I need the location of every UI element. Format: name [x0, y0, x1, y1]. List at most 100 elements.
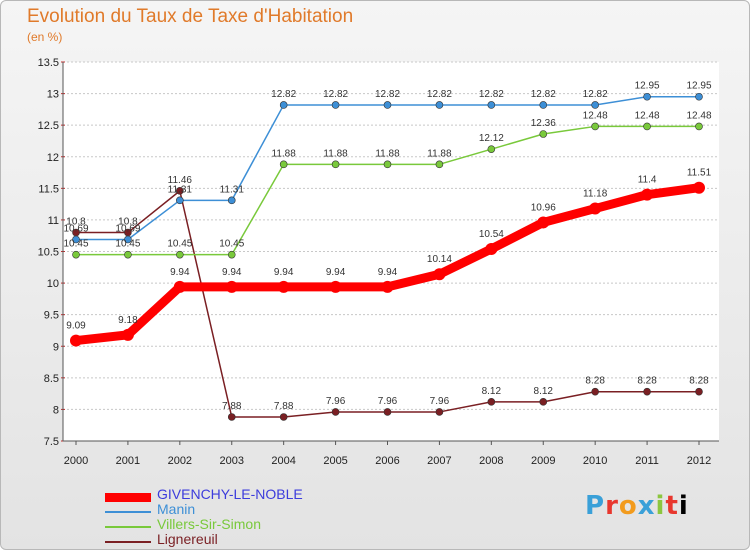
x-tick-label: 2002	[168, 455, 192, 467]
x-tick-label: 2011	[635, 455, 659, 467]
data-label: 11.46	[168, 175, 193, 186]
data-label: 12.48	[583, 110, 608, 121]
data-point	[124, 235, 132, 244]
data-point	[485, 242, 498, 255]
data-point	[383, 160, 392, 169]
data-point	[227, 196, 236, 205]
data-label: 9.09	[66, 321, 86, 332]
data-point	[591, 122, 599, 131]
data-point	[591, 101, 599, 109]
data-label: 10.45	[115, 239, 140, 250]
legend-label: Villers-Sir-Simon	[157, 516, 261, 532]
data-label: 11.31	[220, 184, 245, 195]
data-label: 9.94	[274, 267, 294, 278]
data-point	[227, 413, 236, 421]
data-point	[693, 181, 705, 194]
legend-label: Manin	[157, 501, 196, 517]
data-label: 12.82	[375, 89, 400, 100]
data-point	[331, 408, 340, 416]
legend-swatch	[105, 511, 151, 513]
data-point	[589, 202, 602, 215]
data-point	[121, 328, 134, 341]
data-label: 8.28	[585, 376, 605, 387]
data-label: 9.94	[378, 267, 398, 278]
legend-swatch	[105, 541, 151, 543]
data-point	[487, 101, 496, 109]
y-tick-label: 9	[53, 341, 59, 353]
data-label: 12.82	[323, 89, 348, 100]
data-label: 12.48	[686, 110, 711, 121]
data-label: 12.82	[583, 89, 608, 100]
y-tick-label: 10.5	[38, 247, 59, 259]
data-point	[72, 250, 80, 259]
data-label: 7.96	[378, 396, 398, 407]
chart-title: Evolution du Taux de Taxe d'Habitation	[27, 6, 354, 27]
data-point	[279, 160, 288, 169]
data-point	[331, 101, 340, 109]
y-tick-label: 11.5	[38, 183, 59, 195]
data-label: 9.18	[118, 315, 138, 326]
legend-swatch	[105, 492, 151, 502]
data-point	[695, 387, 703, 396]
legend-label: GIVENCHY-LE-NOBLE	[157, 486, 303, 502]
data-label: 12.12	[479, 133, 504, 144]
data-point	[176, 250, 184, 259]
x-tick-label: 2008	[479, 455, 503, 467]
data-point	[487, 145, 496, 153]
data-point	[695, 92, 703, 101]
data-label: 11.18	[583, 189, 608, 200]
data-label: 10.45	[219, 239, 244, 250]
y-tick-label: 7.5	[44, 436, 59, 448]
x-tick-label: 2009	[531, 455, 555, 467]
x-tick-label: 2005	[323, 455, 347, 467]
data-point	[124, 250, 132, 259]
data-label: 12.82	[531, 89, 556, 100]
data-point	[537, 216, 550, 229]
data-label: 8.28	[637, 376, 657, 387]
data-point	[435, 408, 444, 416]
y-tick-label: 13.5	[38, 57, 59, 69]
data-point	[227, 250, 236, 259]
legend-swatch	[105, 526, 151, 528]
y-tick-label: 12	[47, 152, 59, 164]
data-label: 12.36	[531, 118, 556, 129]
data-point	[331, 160, 340, 169]
data-point	[591, 387, 599, 396]
x-tick-label: 2004	[271, 455, 295, 467]
data-label: 10.96	[531, 202, 556, 213]
data-label: 10.8	[66, 217, 86, 228]
data-label: 10.69	[115, 223, 140, 234]
data-point	[176, 196, 184, 205]
data-point	[176, 187, 184, 195]
x-tick-label: 2007	[427, 455, 451, 467]
data-label: 12.82	[427, 89, 452, 100]
data-label: 11.51	[687, 168, 712, 179]
data-label: 10.45	[63, 239, 88, 250]
y-tick-label: 8	[53, 404, 59, 416]
data-point	[329, 280, 342, 293]
data-point	[383, 101, 392, 109]
data-label: 12.95	[635, 81, 660, 92]
data-label: 10.8	[118, 217, 138, 228]
data-point	[383, 408, 392, 416]
data-point	[539, 130, 548, 138]
data-label: 7.88	[222, 401, 242, 412]
data-label: 9.94	[326, 267, 346, 278]
y-tick-label: 9.5	[44, 310, 59, 322]
x-tick-label: 2012	[687, 455, 711, 467]
data-point	[695, 122, 703, 131]
data-label: 10.14	[427, 254, 452, 265]
data-label: 8.12	[534, 386, 554, 397]
data-point	[279, 413, 288, 421]
data-label: 11.88	[323, 148, 348, 159]
data-label: 10.69	[63, 223, 88, 234]
y-tick-label: 8.5	[44, 373, 59, 385]
data-point	[433, 268, 446, 281]
x-tick-label: 2001	[116, 455, 140, 467]
data-point	[435, 160, 444, 169]
proxiti-logo: Proxiti	[585, 491, 689, 521]
data-point	[225, 280, 238, 293]
data-label: 11.88	[375, 148, 400, 159]
data-point	[643, 122, 651, 131]
